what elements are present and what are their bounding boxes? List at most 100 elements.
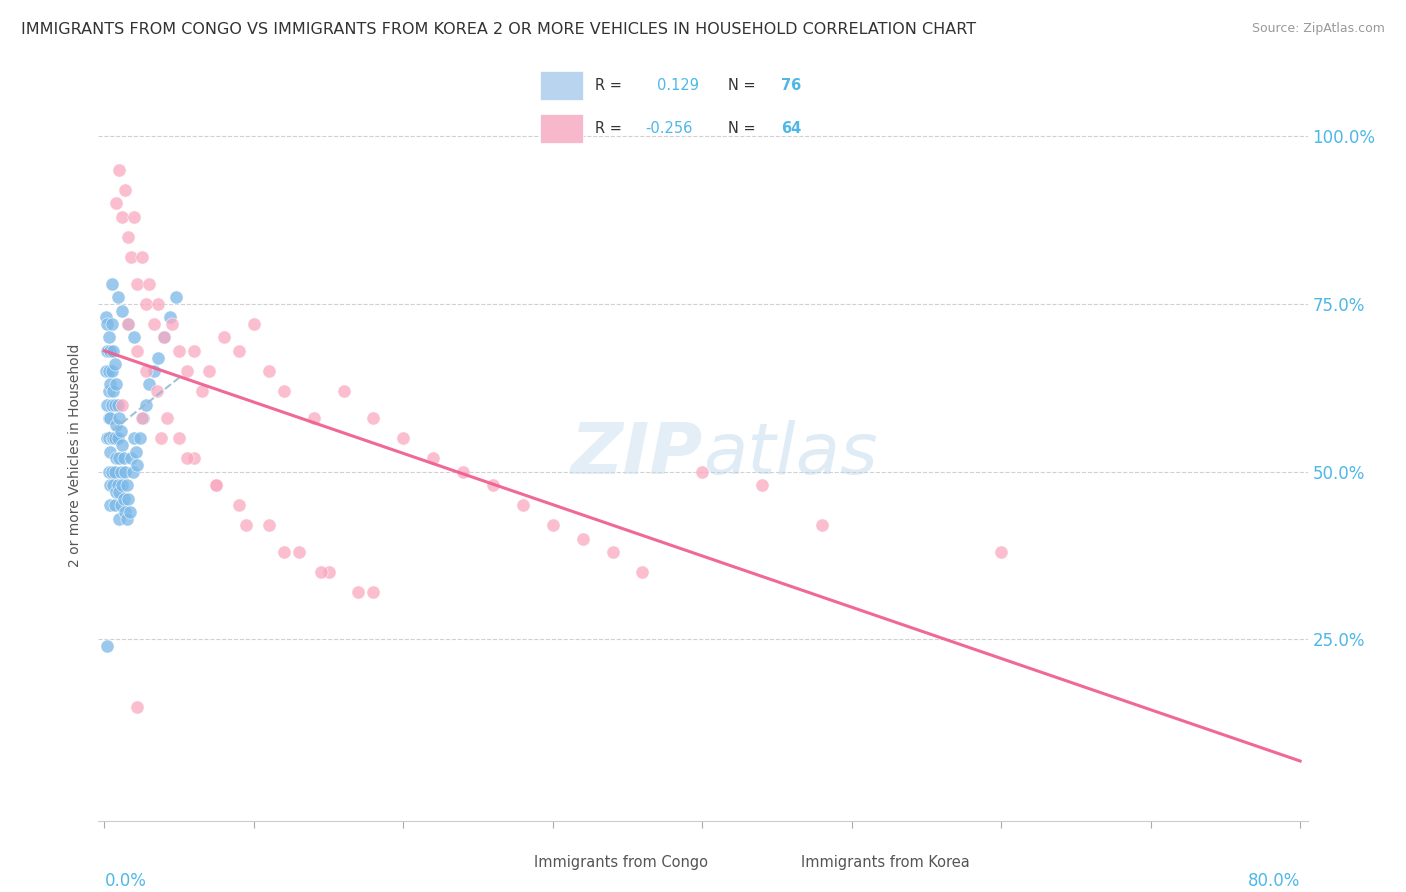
Point xyxy=(127,343,149,358)
Point xyxy=(94,364,117,378)
Point xyxy=(135,398,157,412)
Point xyxy=(142,317,165,331)
Point xyxy=(100,478,122,492)
Point xyxy=(100,377,122,392)
Point xyxy=(176,451,198,466)
Point xyxy=(103,384,125,399)
Point xyxy=(228,343,250,358)
Point xyxy=(94,310,117,325)
Point xyxy=(117,317,139,331)
Point xyxy=(571,532,593,546)
Point xyxy=(107,478,129,492)
Text: Immigrants from Korea: Immigrants from Korea xyxy=(801,855,970,870)
Point xyxy=(108,484,131,499)
Point xyxy=(142,364,165,378)
Point xyxy=(332,384,354,399)
Point xyxy=(302,411,325,425)
Point xyxy=(105,417,128,432)
Point xyxy=(127,458,149,472)
Point xyxy=(183,451,205,466)
Point xyxy=(131,250,153,264)
Point xyxy=(190,384,212,399)
Point xyxy=(101,431,124,445)
Point xyxy=(690,465,713,479)
Point xyxy=(97,431,120,445)
Point xyxy=(96,343,118,358)
Point xyxy=(205,478,228,492)
Point xyxy=(138,277,160,291)
Point xyxy=(97,411,120,425)
Point xyxy=(347,585,370,599)
Point xyxy=(97,330,120,344)
Point xyxy=(111,478,134,492)
Point xyxy=(112,491,135,506)
Point xyxy=(97,364,120,378)
Point xyxy=(990,545,1012,559)
Point xyxy=(482,478,505,492)
Point xyxy=(148,351,170,365)
Point xyxy=(145,384,167,399)
Point xyxy=(107,398,129,412)
Point xyxy=(96,317,118,331)
Point xyxy=(111,303,134,318)
Point xyxy=(167,343,190,358)
Point xyxy=(135,364,157,378)
Point xyxy=(115,511,138,525)
Text: Source: ZipAtlas.com: Source: ZipAtlas.com xyxy=(1251,22,1385,36)
Point xyxy=(148,297,170,311)
Point xyxy=(127,277,149,291)
Point xyxy=(212,330,235,344)
Point xyxy=(111,210,134,224)
Point xyxy=(111,398,134,412)
Point xyxy=(124,330,146,344)
Point xyxy=(108,451,131,466)
Point xyxy=(392,431,415,445)
Point xyxy=(111,438,134,452)
Point xyxy=(205,478,228,492)
Text: -0.256: -0.256 xyxy=(645,121,692,136)
Point xyxy=(422,451,444,466)
Point xyxy=(97,465,120,479)
Point xyxy=(127,699,149,714)
Text: 80.0%: 80.0% xyxy=(1247,871,1301,890)
Point xyxy=(120,250,142,264)
Point xyxy=(117,230,139,244)
Point xyxy=(243,317,266,331)
Point xyxy=(114,505,136,519)
Point xyxy=(124,210,146,224)
Point xyxy=(135,297,157,311)
Point xyxy=(104,431,127,445)
Point xyxy=(602,545,624,559)
Point xyxy=(101,317,124,331)
Point xyxy=(150,431,173,445)
Text: ZIP: ZIP xyxy=(571,420,703,490)
Text: IMMIGRANTS FROM CONGO VS IMMIGRANTS FROM KOREA 2 OR MORE VEHICLES IN HOUSEHOLD C: IMMIGRANTS FROM CONGO VS IMMIGRANTS FROM… xyxy=(21,22,976,37)
Text: 76: 76 xyxy=(780,78,801,93)
Text: N =: N = xyxy=(728,121,756,136)
Point xyxy=(153,330,176,344)
Point xyxy=(273,384,295,399)
Point xyxy=(105,196,128,211)
Point xyxy=(114,465,136,479)
Text: 0.0%: 0.0% xyxy=(104,871,146,890)
Point xyxy=(110,498,132,512)
Point xyxy=(129,431,152,445)
FancyBboxPatch shape xyxy=(540,71,583,100)
Text: 0.129: 0.129 xyxy=(657,78,699,93)
Point xyxy=(96,398,118,412)
Point xyxy=(104,498,127,512)
Text: atlas: atlas xyxy=(703,420,877,490)
Text: R =: R = xyxy=(595,121,623,136)
Point xyxy=(159,310,181,325)
Point xyxy=(110,425,132,439)
Point xyxy=(257,518,280,533)
Point xyxy=(107,290,129,304)
Point xyxy=(101,398,124,412)
Point xyxy=(104,465,127,479)
Point xyxy=(131,411,153,425)
Point xyxy=(115,478,138,492)
Text: 64: 64 xyxy=(780,121,801,136)
Point xyxy=(235,518,257,533)
Point xyxy=(96,639,118,653)
Point xyxy=(160,317,183,331)
